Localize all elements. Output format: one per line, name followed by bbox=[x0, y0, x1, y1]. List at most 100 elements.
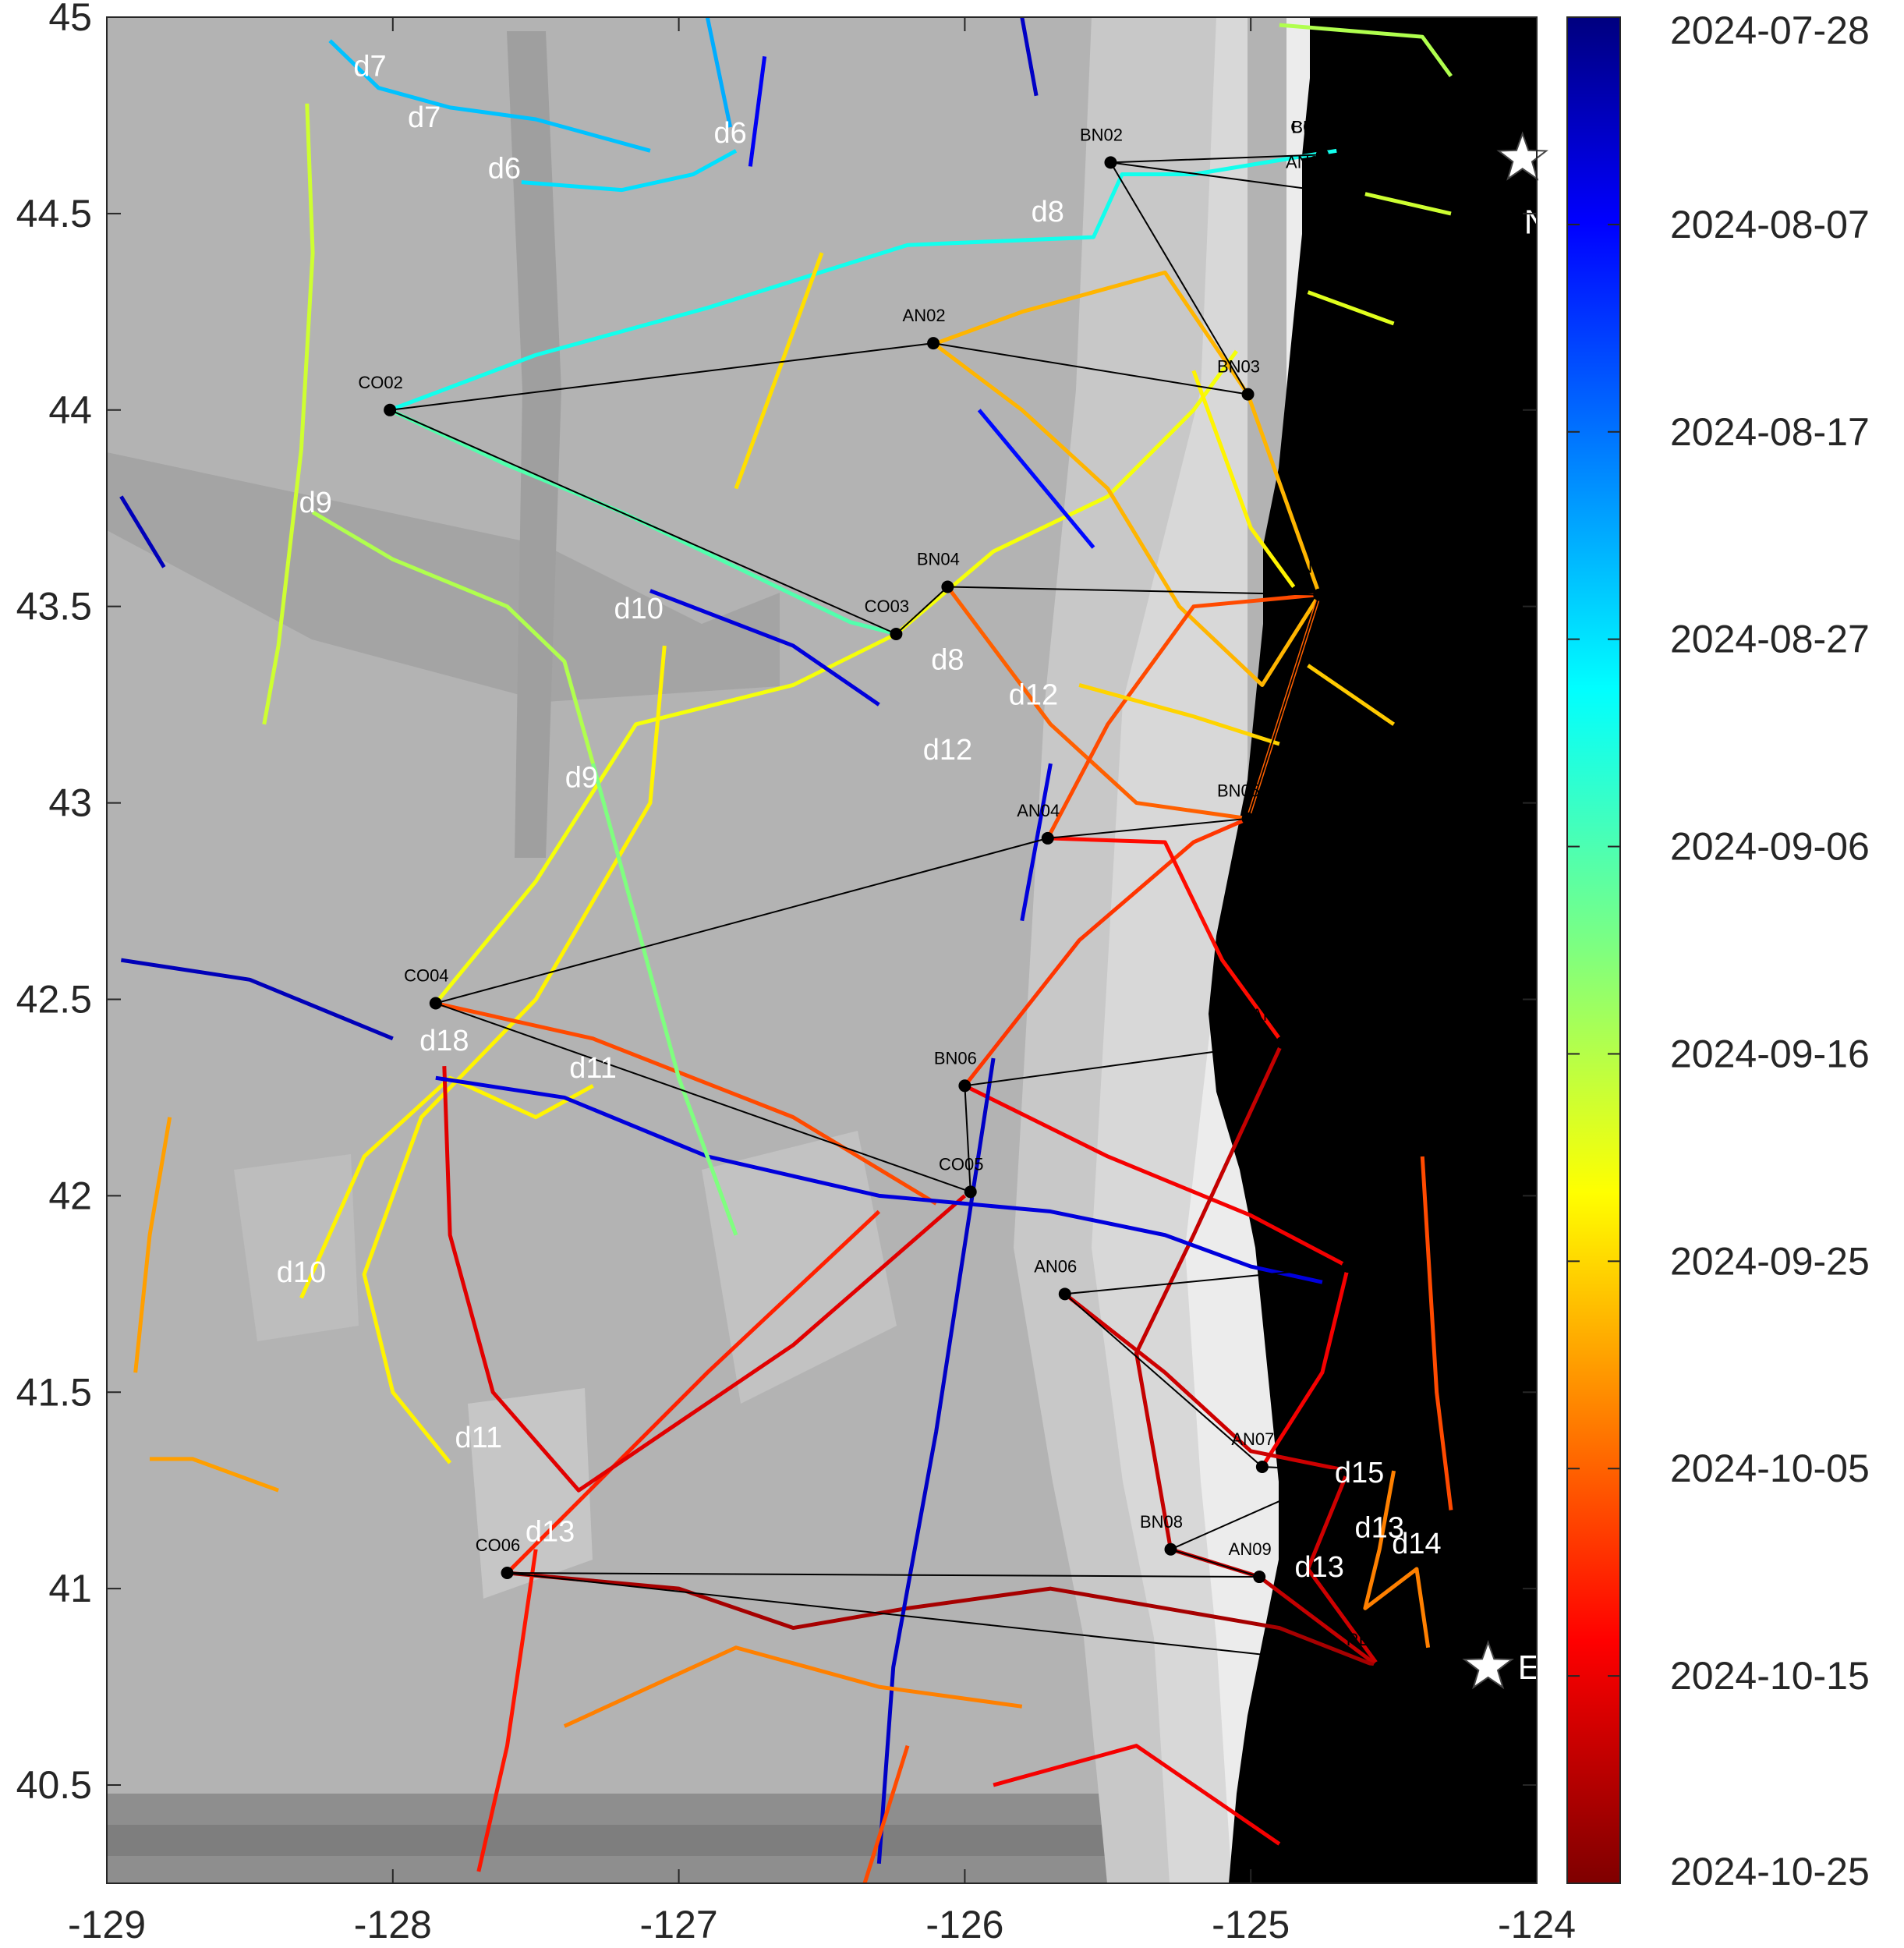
drifter-track bbox=[521, 149, 738, 193]
drifter-track bbox=[591, 763, 738, 1236]
station-marker bbox=[890, 627, 903, 640]
drifter-track bbox=[435, 1001, 938, 1206]
station-marker bbox=[927, 337, 940, 350]
y-axis: 45 44.5 44 43.5 43 42.5 42 41.5 41 40.5 bbox=[16, 0, 1537, 1807]
y-tick-label: 40.5 bbox=[16, 1763, 92, 1807]
station-marker bbox=[964, 1185, 977, 1199]
drifter-track bbox=[120, 958, 394, 1041]
y-tick-label: 44.5 bbox=[16, 192, 92, 236]
station-marker bbox=[1253, 1571, 1266, 1584]
drifter-track bbox=[1078, 683, 1280, 746]
drifter-label: d6 bbox=[488, 153, 521, 186]
drifter-track bbox=[993, 1744, 1281, 1846]
drifter-track bbox=[977, 409, 1095, 549]
station-label: AN06 bbox=[1034, 1256, 1077, 1276]
colorbar-label: 2024-10-15 bbox=[1670, 1654, 1870, 1698]
station-label: BN06 bbox=[934, 1048, 977, 1068]
city-star-icon bbox=[1496, 131, 1548, 181]
drifter-label: d13 bbox=[1295, 1551, 1344, 1584]
station-marker bbox=[1373, 1660, 1386, 1674]
drifter-track bbox=[362, 645, 667, 1465]
drifter-label: d9 bbox=[565, 761, 598, 794]
drifter-track bbox=[133, 1117, 172, 1373]
drifter-track bbox=[1063, 1292, 1382, 1669]
drifter-label: d12 bbox=[1009, 679, 1058, 712]
city-star-icon bbox=[1462, 1639, 1514, 1690]
colorbar-label: 2024-09-06 bbox=[1670, 825, 1870, 869]
drifter-track bbox=[299, 1075, 594, 1299]
station-label: AN08 bbox=[1317, 1433, 1360, 1453]
drifter-track bbox=[311, 510, 595, 764]
x-tick-label: -124 bbox=[1498, 1903, 1576, 1946]
station-label: AN07 bbox=[1231, 1429, 1274, 1449]
station-marker bbox=[958, 1079, 971, 1093]
station-marker bbox=[1164, 1542, 1177, 1556]
drifter-label: d18 bbox=[419, 1025, 469, 1057]
drifter-track bbox=[963, 816, 1249, 1087]
plot-frame bbox=[106, 16, 1538, 1884]
drifter-track bbox=[476, 1549, 538, 1872]
colorbar-label: 2024-10-05 bbox=[1670, 1447, 1870, 1490]
station-marker bbox=[384, 403, 397, 416]
station-label: BN04 bbox=[917, 549, 960, 568]
drifter-track bbox=[1363, 1470, 1431, 1649]
x-tick-label: -129 bbox=[68, 1903, 146, 1946]
station-marker bbox=[1341, 1260, 1354, 1273]
drifter-label: d14 bbox=[1392, 1528, 1441, 1560]
drifter-track bbox=[1134, 1041, 1381, 1669]
x-tick-label: -125 bbox=[1212, 1903, 1290, 1946]
x-tick-label: -127 bbox=[640, 1903, 718, 1946]
colorbar: 2024-07-28 2024-08-07 2024-08-17 2024-08-27… bbox=[1566, 9, 1870, 1893]
drifter-track bbox=[1279, 23, 1453, 78]
station-label: BN02 bbox=[1080, 125, 1123, 144]
y-tick-label: 42 bbox=[48, 1174, 92, 1217]
drifter-label: d9 bbox=[299, 487, 332, 519]
drifter-track bbox=[505, 1210, 881, 1574]
station-label: AN09 bbox=[1229, 1539, 1272, 1559]
drifter-track bbox=[964, 1084, 1350, 1468]
drifter-label: d8 bbox=[931, 643, 964, 676]
drifter-track bbox=[563, 1645, 1023, 1728]
drifter-track bbox=[705, 17, 733, 128]
colorbar-label: 2024-08-27 bbox=[1670, 618, 1870, 661]
colorbar-label: 2024-08-07 bbox=[1670, 203, 1870, 246]
drifter-track bbox=[1046, 593, 1320, 840]
drifter-track bbox=[1420, 1156, 1453, 1511]
bathymetry bbox=[107, 17, 1537, 1883]
colorbar-ticks: 2024-07-28 2024-08-07 2024-08-17 2024-08-27… bbox=[1567, 9, 1870, 1893]
y-tick-label: 42.5 bbox=[16, 977, 92, 1021]
colorbar-label: 2024-08-17 bbox=[1670, 410, 1870, 454]
station-label: CO05 bbox=[939, 1154, 983, 1174]
station-marker bbox=[1104, 156, 1117, 169]
station-marker bbox=[501, 1567, 514, 1580]
y-tick-label: 41.5 bbox=[16, 1370, 92, 1414]
station-marker bbox=[1310, 183, 1323, 197]
x-tick-label: -126 bbox=[925, 1903, 1003, 1946]
drifter-track bbox=[1307, 664, 1396, 726]
drifter-track bbox=[389, 408, 897, 636]
station-label: AN03 bbox=[1289, 558, 1332, 577]
station-label: CO01 bbox=[1290, 117, 1335, 136]
drifter-label: d13 bbox=[1355, 1512, 1404, 1545]
station-label: CO03 bbox=[865, 597, 909, 616]
drifter-label: d12 bbox=[923, 734, 972, 767]
x-tick-label: -128 bbox=[354, 1903, 432, 1946]
drifter-track bbox=[1307, 290, 1395, 326]
y-tick-label: 44 bbox=[48, 388, 92, 432]
station-marker bbox=[1058, 1287, 1071, 1301]
station-label: CO06 bbox=[476, 1535, 520, 1555]
y-tick-label: 41 bbox=[48, 1567, 92, 1610]
station-marker bbox=[1341, 1465, 1354, 1478]
drifter-labels: d7 d7 d6 d6 d8 d9 d10 d8 d12 d9 d12 d10 d18 d11 d11 d13… bbox=[277, 51, 1442, 1584]
station-label: BN01 bbox=[1291, 117, 1334, 136]
station-marker bbox=[1241, 388, 1255, 401]
station-label: CO04 bbox=[404, 966, 448, 986]
station-marker bbox=[1041, 831, 1054, 845]
drifter-track bbox=[1020, 17, 1039, 97]
station-label: BN07 bbox=[1317, 1229, 1360, 1248]
station-marker bbox=[1276, 1036, 1289, 1049]
station-marker bbox=[429, 997, 442, 1010]
colorbar-label: 2024-07-28 bbox=[1670, 9, 1870, 52]
ship-track-line bbox=[387, 154, 1380, 1668]
